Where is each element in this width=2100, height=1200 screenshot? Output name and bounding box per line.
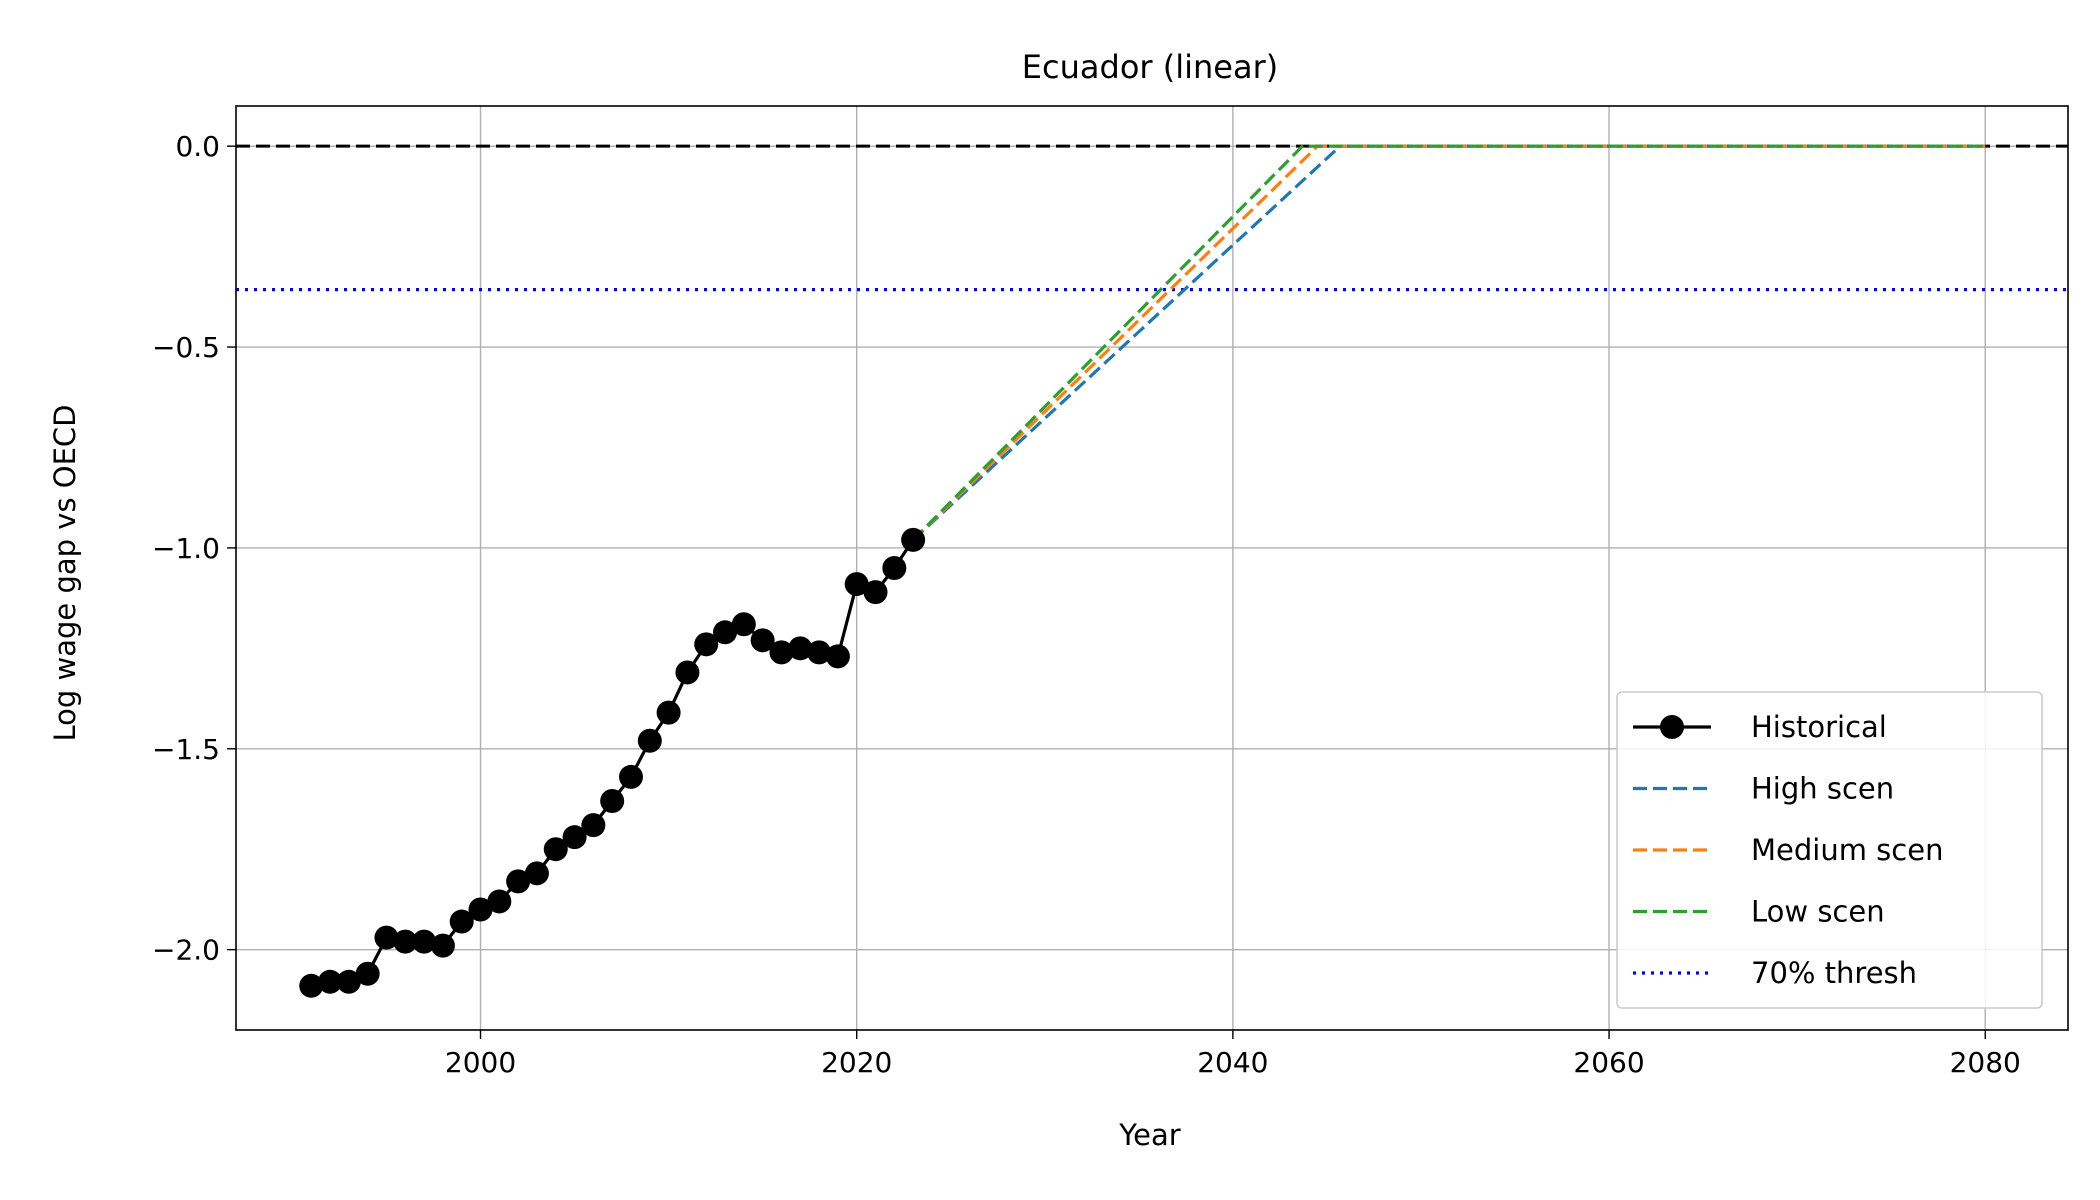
historical-point	[562, 825, 587, 850]
low-scen-line	[911, 144, 1986, 542]
x-axis-label: Year	[1118, 1118, 1180, 1152]
legend-label: Low scen	[1751, 895, 1885, 929]
legend-label: High scen	[1751, 772, 1894, 806]
historical-point	[524, 861, 549, 886]
historical-point	[430, 933, 455, 958]
historical-point	[506, 869, 531, 894]
y-tick-label: −1.0	[152, 532, 220, 565]
y-axis-label: Log wage gap vs OECD	[48, 405, 82, 742]
historical-point	[412, 929, 437, 954]
historical-point	[675, 660, 700, 685]
historical-point	[618, 764, 643, 789]
y-tick-label: −1.5	[152, 733, 220, 766]
historical-point	[901, 527, 926, 552]
chart-title: Ecuador (linear)	[1022, 48, 1278, 86]
y-tick-label: −0.5	[152, 331, 220, 364]
x-tick-label: 2080	[1950, 1046, 2021, 1079]
historical-point	[713, 620, 738, 645]
legend-label: Medium scen	[1751, 833, 1943, 867]
x-tick-label: 2020	[821, 1046, 892, 1079]
legend-label: Historical	[1751, 710, 1887, 744]
historical-point	[882, 556, 907, 580]
historical-point	[807, 640, 832, 665]
historical-point	[487, 889, 512, 914]
historical-point	[355, 961, 380, 986]
historical-point	[299, 973, 324, 998]
y-tick-label: 0.0	[175, 130, 220, 163]
legend: Historical High scen Medium scen Low scen 70…	[1616, 691, 2043, 1009]
historical-point	[769, 640, 794, 665]
historical-point	[393, 929, 418, 954]
historical-point	[336, 969, 361, 994]
historical-point	[694, 632, 719, 657]
x-tick-label: 2060	[1573, 1046, 1644, 1079]
historical-point	[449, 909, 474, 934]
historical-point	[318, 969, 343, 994]
x-axis-ticks: 2000 2020 2040 2060 2080	[445, 1030, 2021, 1079]
series-layer	[299, 144, 1986, 998]
legend-label: 70% thresh	[1751, 956, 1917, 990]
x-tick-label: 2040	[1197, 1046, 1268, 1079]
historical-point	[788, 636, 813, 661]
legend-marker	[1660, 715, 1684, 739]
historical-point	[581, 813, 606, 838]
historical-point	[656, 700, 681, 725]
historical-point	[637, 728, 662, 753]
plot-frame	[235, 105, 2069, 1031]
historical-point	[844, 572, 869, 597]
historical-point	[374, 925, 399, 950]
legend-box	[1616, 691, 2043, 1009]
historical-point	[600, 789, 625, 814]
x-tick-label: 2000	[445, 1046, 516, 1079]
historical-point	[750, 628, 775, 653]
historical-point	[468, 897, 493, 922]
historical-point	[863, 580, 888, 605]
y-axis-ticks: 0.0 −0.5 −1.0 −1.5 −2.0	[152, 130, 236, 967]
historical-point	[543, 837, 568, 862]
historical-point	[731, 612, 756, 637]
historical-point	[825, 644, 850, 669]
y-tick-label: −2.0	[152, 934, 220, 967]
